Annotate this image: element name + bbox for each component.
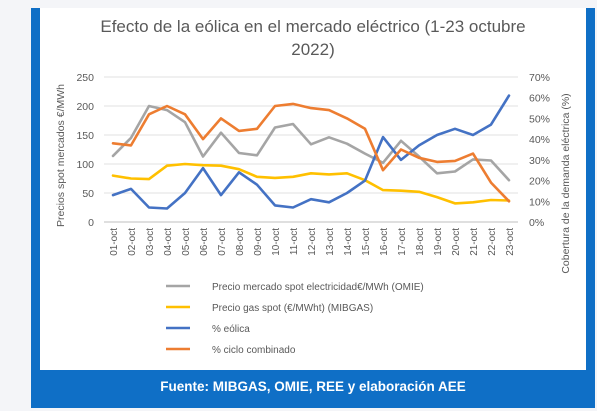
x-tick-label: 01-oct [109, 228, 120, 256]
y2-tick-label: 0% [529, 217, 544, 229]
x-tick-label: 08-oct [235, 228, 246, 256]
y2-tick-label: 50% [529, 113, 550, 125]
y2-axis-title: Cobertura de la demanda eléctrica (%) [560, 93, 572, 273]
y2-tick-label: 20% [529, 176, 550, 188]
y-tick-label: 50 [82, 188, 94, 200]
x-tick-label: 07-oct [217, 228, 228, 256]
series-line-ciclo-combinado [111, 102, 511, 203]
x-tick-label: 04-oct [163, 228, 174, 256]
legend-label: Precio mercado spot electricidad€/MWh (O… [212, 282, 424, 293]
y-tick-label: 200 [76, 101, 94, 113]
x-tick-label: 14-oct [343, 228, 354, 256]
x-tick-label: 12-oct [307, 228, 318, 256]
chart-title: Efecto de la eólica en el mercado eléctr… [40, 15, 586, 61]
x-tick-label: 22-oct [487, 228, 498, 256]
y2-tick-label: 10% [529, 196, 550, 208]
y2-tick-label: 30% [529, 155, 550, 167]
x-tick-label: 17-oct [397, 228, 408, 256]
x-tick-label: 18-oct [415, 228, 426, 256]
x-tick-label: 10-oct [271, 228, 282, 256]
x-tick-label: 15-oct [361, 228, 372, 256]
x-tick-label: 19-oct [433, 228, 444, 256]
legend-label: % ciclo combinado [212, 345, 296, 356]
y-axis-title: Precios spot mercados €/MWh [55, 84, 67, 227]
x-tick-label: 11-oct [289, 228, 300, 255]
chart-title-line-2: 2022) [291, 40, 335, 59]
x-tick-label: 05-oct [181, 228, 192, 256]
y-tick-label: 250 [76, 72, 94, 84]
x-tick-label: 02-oct [127, 228, 138, 256]
x-tick-label: 09-oct [253, 228, 264, 256]
chart-title-line-1: Efecto de la eólica en el mercado eléctr… [100, 17, 526, 36]
x-tick-label: 20-oct [451, 228, 462, 256]
y-tick-label: 0 [88, 217, 94, 229]
series-line-precio-mercado-spot-electricidad-mwh-omie [111, 104, 511, 182]
y2-tick-label: 70% [529, 72, 550, 84]
y-tick-label: 150 [76, 130, 94, 142]
y2-tick-label: 40% [529, 134, 550, 146]
x-tick-label: 23-oct [505, 228, 516, 256]
x-tick-label: 06-oct [199, 228, 210, 256]
x-tick-label: 16-oct [379, 228, 390, 256]
y2-tick-label: 60% [529, 93, 550, 105]
x-tick-label: 21-oct [469, 228, 480, 256]
series-line-precio-gas-spot-mwht-mibgas [111, 162, 511, 205]
legend-label: Precio gas spot (€/MWht) (MIBGAS) [212, 303, 373, 314]
x-tick-label: 13-oct [325, 228, 336, 256]
y-tick-label: 100 [76, 159, 94, 171]
legend-label: % eólica [212, 324, 250, 335]
series-line-eolica [111, 94, 511, 210]
source-footer: Fuente: MIBGAS, OMIE, REE y elaboración … [160, 379, 466, 394]
x-tick-label: 03-oct [145, 228, 156, 256]
